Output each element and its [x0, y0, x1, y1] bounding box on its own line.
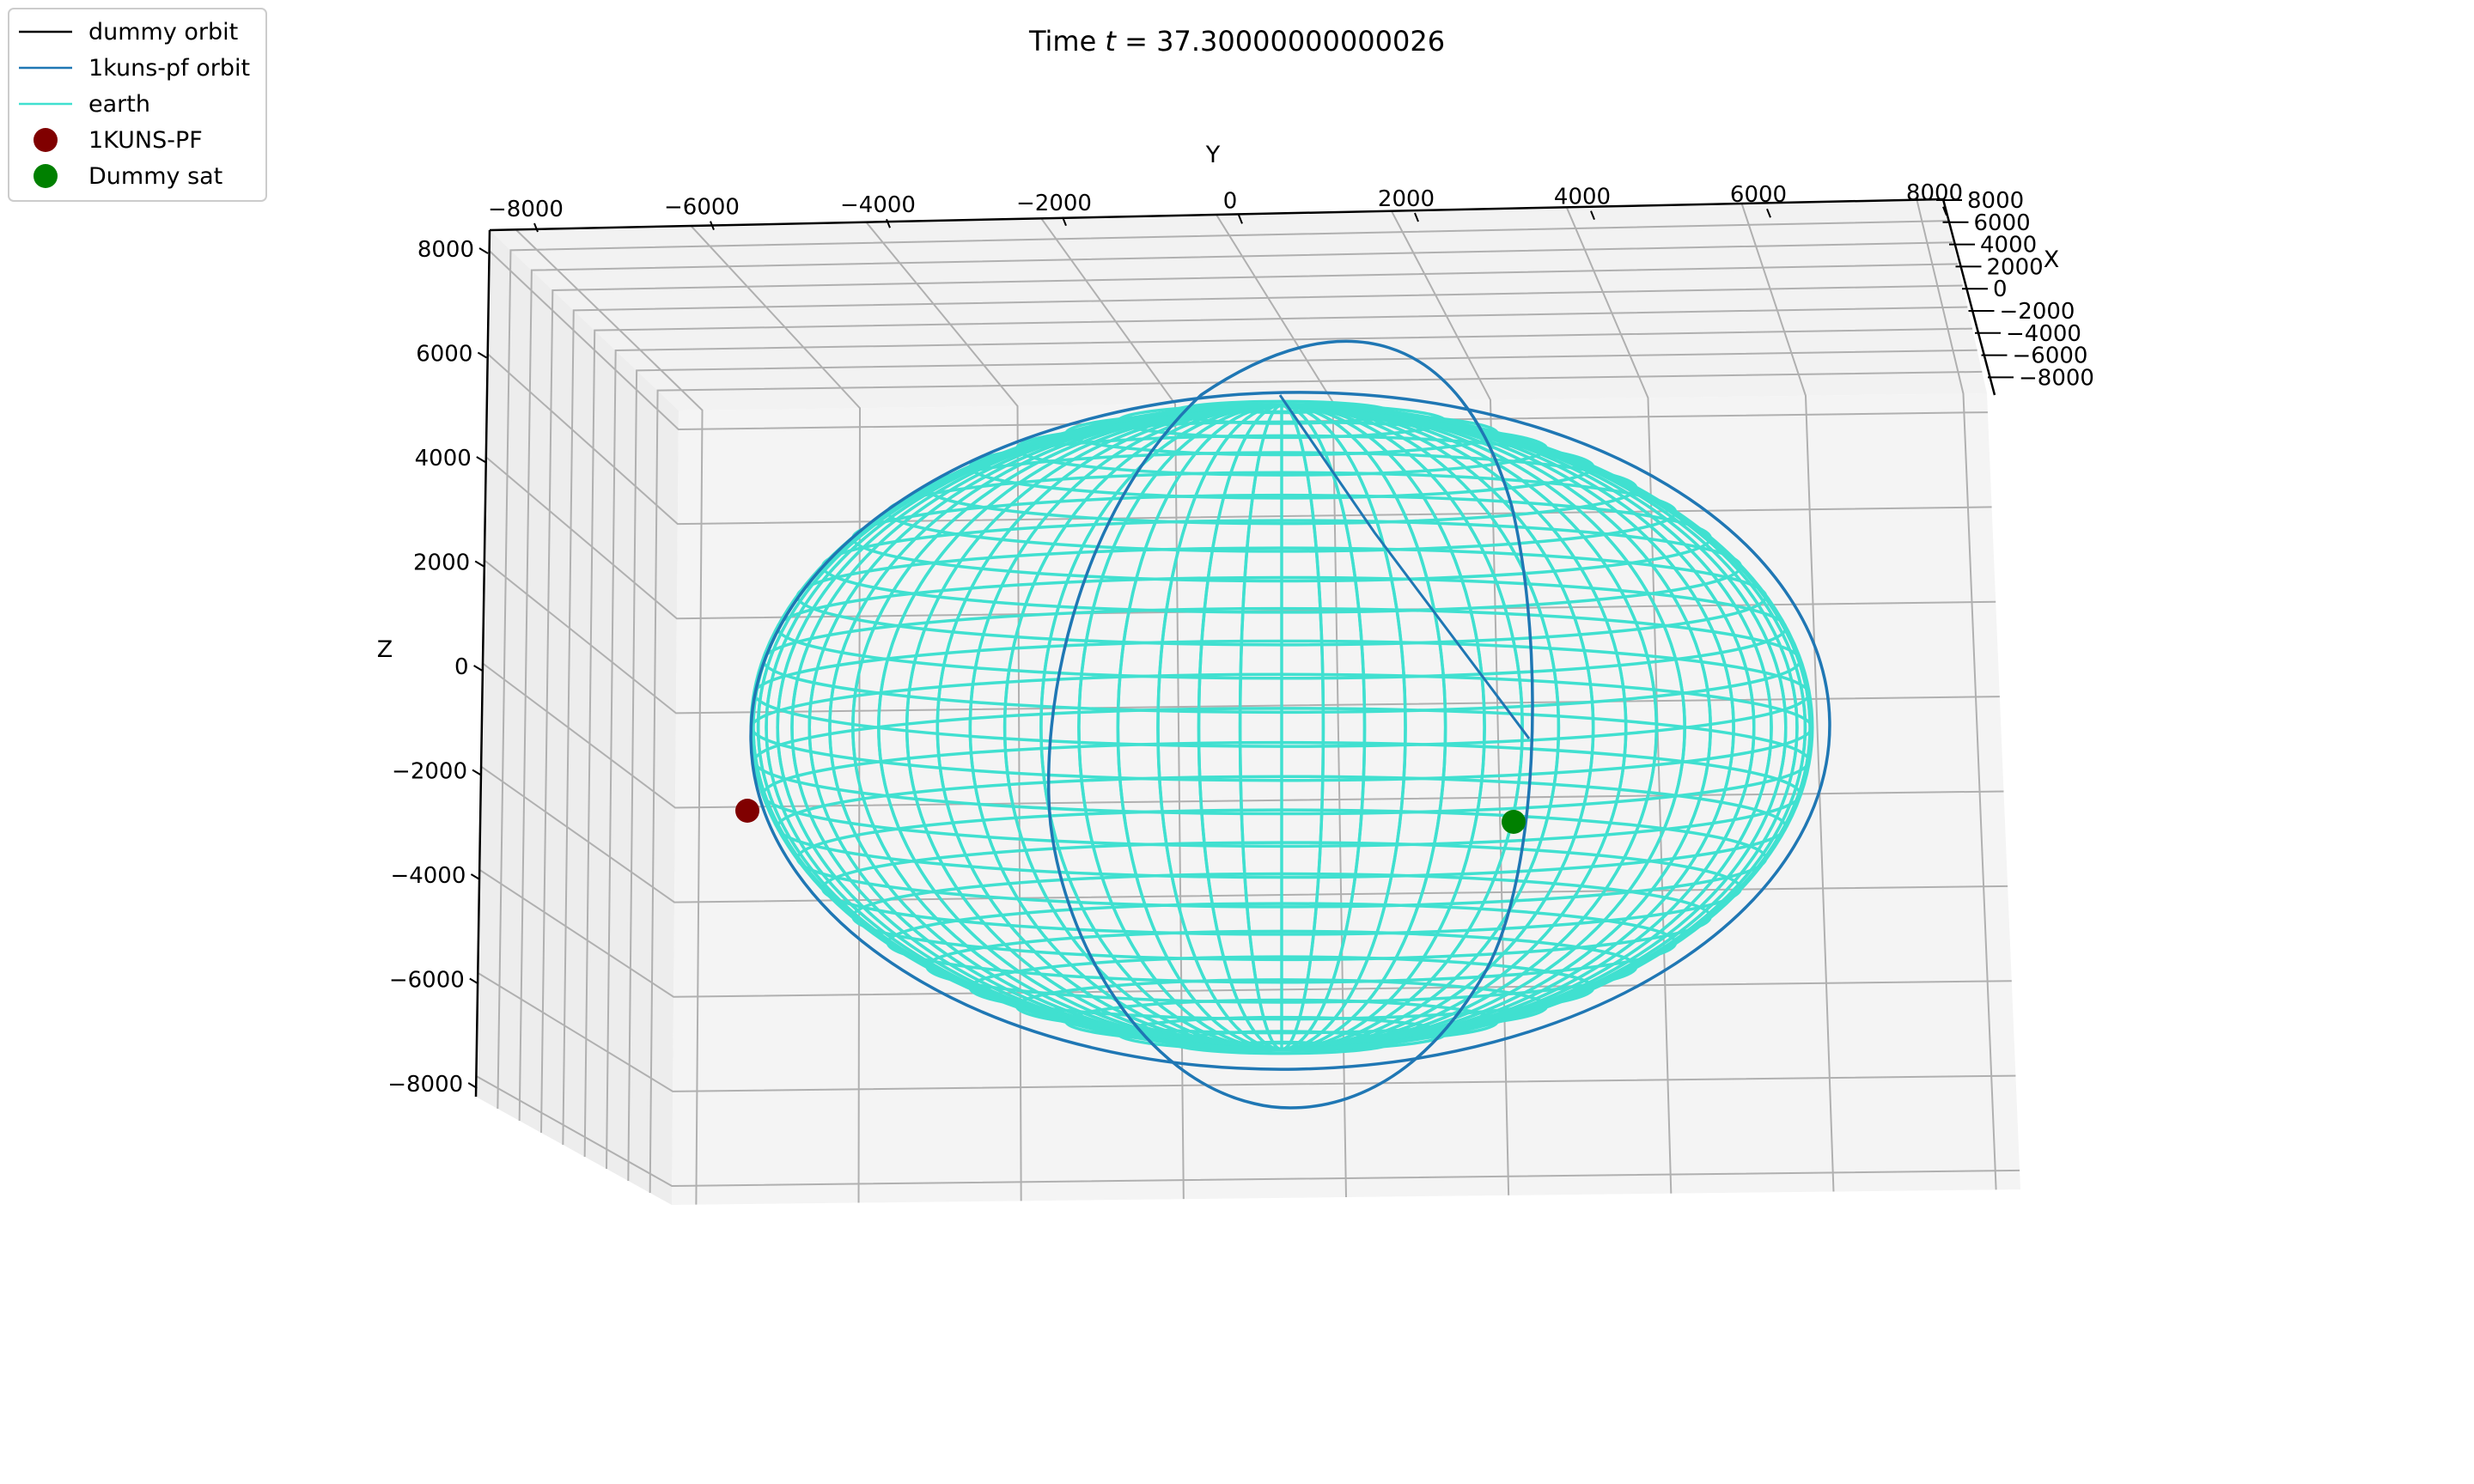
x-axis-label: X [2044, 246, 2060, 273]
y-tick-label: 4000 [1554, 185, 1611, 210]
z-tick-label: 0 [454, 654, 469, 680]
y-tick-mark [533, 222, 539, 233]
legend-dot-swatch [34, 128, 58, 152]
z-tick-mark [472, 769, 482, 776]
legend-dot-swatch [34, 164, 58, 188]
legend-item: earth [19, 91, 150, 118]
z-tick-mark [469, 977, 479, 985]
z-tick-label: −4000 [390, 863, 466, 889]
legend-item: 1kuns-pf orbit [19, 55, 250, 82]
pane-top [490, 199, 1987, 411]
x-tick-label: −4000 [2006, 321, 2081, 347]
x-tick-label: −6000 [2013, 344, 2088, 369]
legend-label: dummy orbit [88, 19, 238, 46]
y-tick-label: 8000 [1906, 180, 1963, 206]
z-tick-label: 4000 [415, 446, 472, 471]
x-tick-label: 4000 [1980, 233, 2037, 258]
axes-3d: −8000 −6000 −4000 −2000 0 2000 4000 6000 8000800… [377, 142, 2094, 1205]
x-tick-label: 8000 [1967, 188, 2024, 214]
y-tick-mark [886, 218, 891, 228]
legend-item: Dummy sat [34, 163, 222, 190]
chart-title: Time t = 37.30000000000026 [1028, 25, 1445, 58]
y-tick-label: 6000 [1730, 182, 1787, 208]
z-tick-mark [474, 560, 484, 568]
kuns-orbit-polar-path [1046, 339, 1534, 1110]
z-tick-label: 8000 [417, 237, 474, 263]
z-tick-mark [467, 1082, 478, 1089]
y-tick-label: 0 [1223, 188, 1238, 214]
orbit-series [749, 339, 1831, 1110]
kuns-pf-satellite-marker [735, 799, 759, 823]
y-tick-mark [710, 221, 715, 230]
z-tick-label: −2000 [392, 759, 467, 785]
y-tick-mark [1766, 208, 1771, 218]
x-tick-label: 0 [1993, 277, 2008, 302]
z-axis-label: Z [377, 636, 393, 663]
y-tick-label: −4000 [840, 192, 916, 218]
legend-frame [8, 8, 267, 202]
grid-line [649, 370, 1983, 1194]
axis-lines [474, 198, 1996, 1098]
y-tick-mark [1238, 215, 1243, 224]
z-tick-mark [477, 351, 487, 359]
kuns-orbit-equatorial-path [749, 391, 1831, 1071]
legend-label: 1KUNS-PF [88, 127, 203, 154]
y-tick-mark [1942, 206, 1947, 216]
y-tick-label: −2000 [1016, 191, 1092, 216]
z-tick-mark [473, 665, 484, 672]
x-tick-label: 6000 [1974, 210, 2031, 236]
z-tick-label: −8000 [387, 1072, 463, 1098]
y-tick-label: −8000 [488, 197, 564, 222]
z-tick-label: 2000 [413, 550, 470, 576]
legend-item: 1KUNS-PF [34, 127, 203, 154]
grid-line [562, 284, 1963, 1146]
z-tick-label: 6000 [416, 342, 472, 368]
z-tick-mark [470, 873, 480, 880]
y-axis-line [489, 198, 1944, 232]
y-tick-mark [1062, 216, 1067, 227]
legend-label: earth [88, 91, 150, 118]
z-axis-line [474, 229, 491, 1098]
x-axis-line [1941, 198, 1996, 396]
z-tick-mark [476, 456, 486, 463]
y-tick-mark [1414, 212, 1419, 222]
kuns-orbit-far-segment [1278, 394, 1531, 739]
x-tick-label: −2000 [2000, 299, 2075, 325]
x-tick-label: 2000 [1987, 254, 2044, 280]
legend: dummy orbit 1kuns-pf orbit earth 1KUNS-PF Du… [8, 8, 267, 202]
pane-left [476, 230, 679, 1205]
y-tick-label: 2000 [1378, 186, 1435, 212]
grid-lines [475, 199, 2020, 1205]
y-tick-label: −6000 [664, 195, 740, 221]
legend-label: Dummy sat [88, 163, 222, 190]
satellite-markers [735, 799, 1526, 834]
x-tick-label: −8000 [2019, 365, 2094, 391]
z-tick-label: −6000 [389, 968, 465, 994]
grid-line [583, 306, 1968, 1158]
tick-labels: −8000 −6000 −4000 −2000 0 2000 4000 6000 8000800… [387, 180, 2094, 1098]
z-tick-mark [478, 247, 489, 254]
y-tick-mark [1590, 210, 1595, 220]
grid-line [518, 241, 1953, 1122]
grid-line [497, 220, 1948, 1110]
legend-item: dummy orbit [19, 19, 238, 46]
legend-label: 1kuns-pf orbit [88, 55, 250, 82]
y-axis-label: Y [1205, 142, 1221, 168]
grid-line [627, 349, 1977, 1182]
grid-line [540, 263, 1959, 1134]
dummy-satellite-marker [1502, 810, 1526, 834]
grid-line [606, 327, 1973, 1170]
